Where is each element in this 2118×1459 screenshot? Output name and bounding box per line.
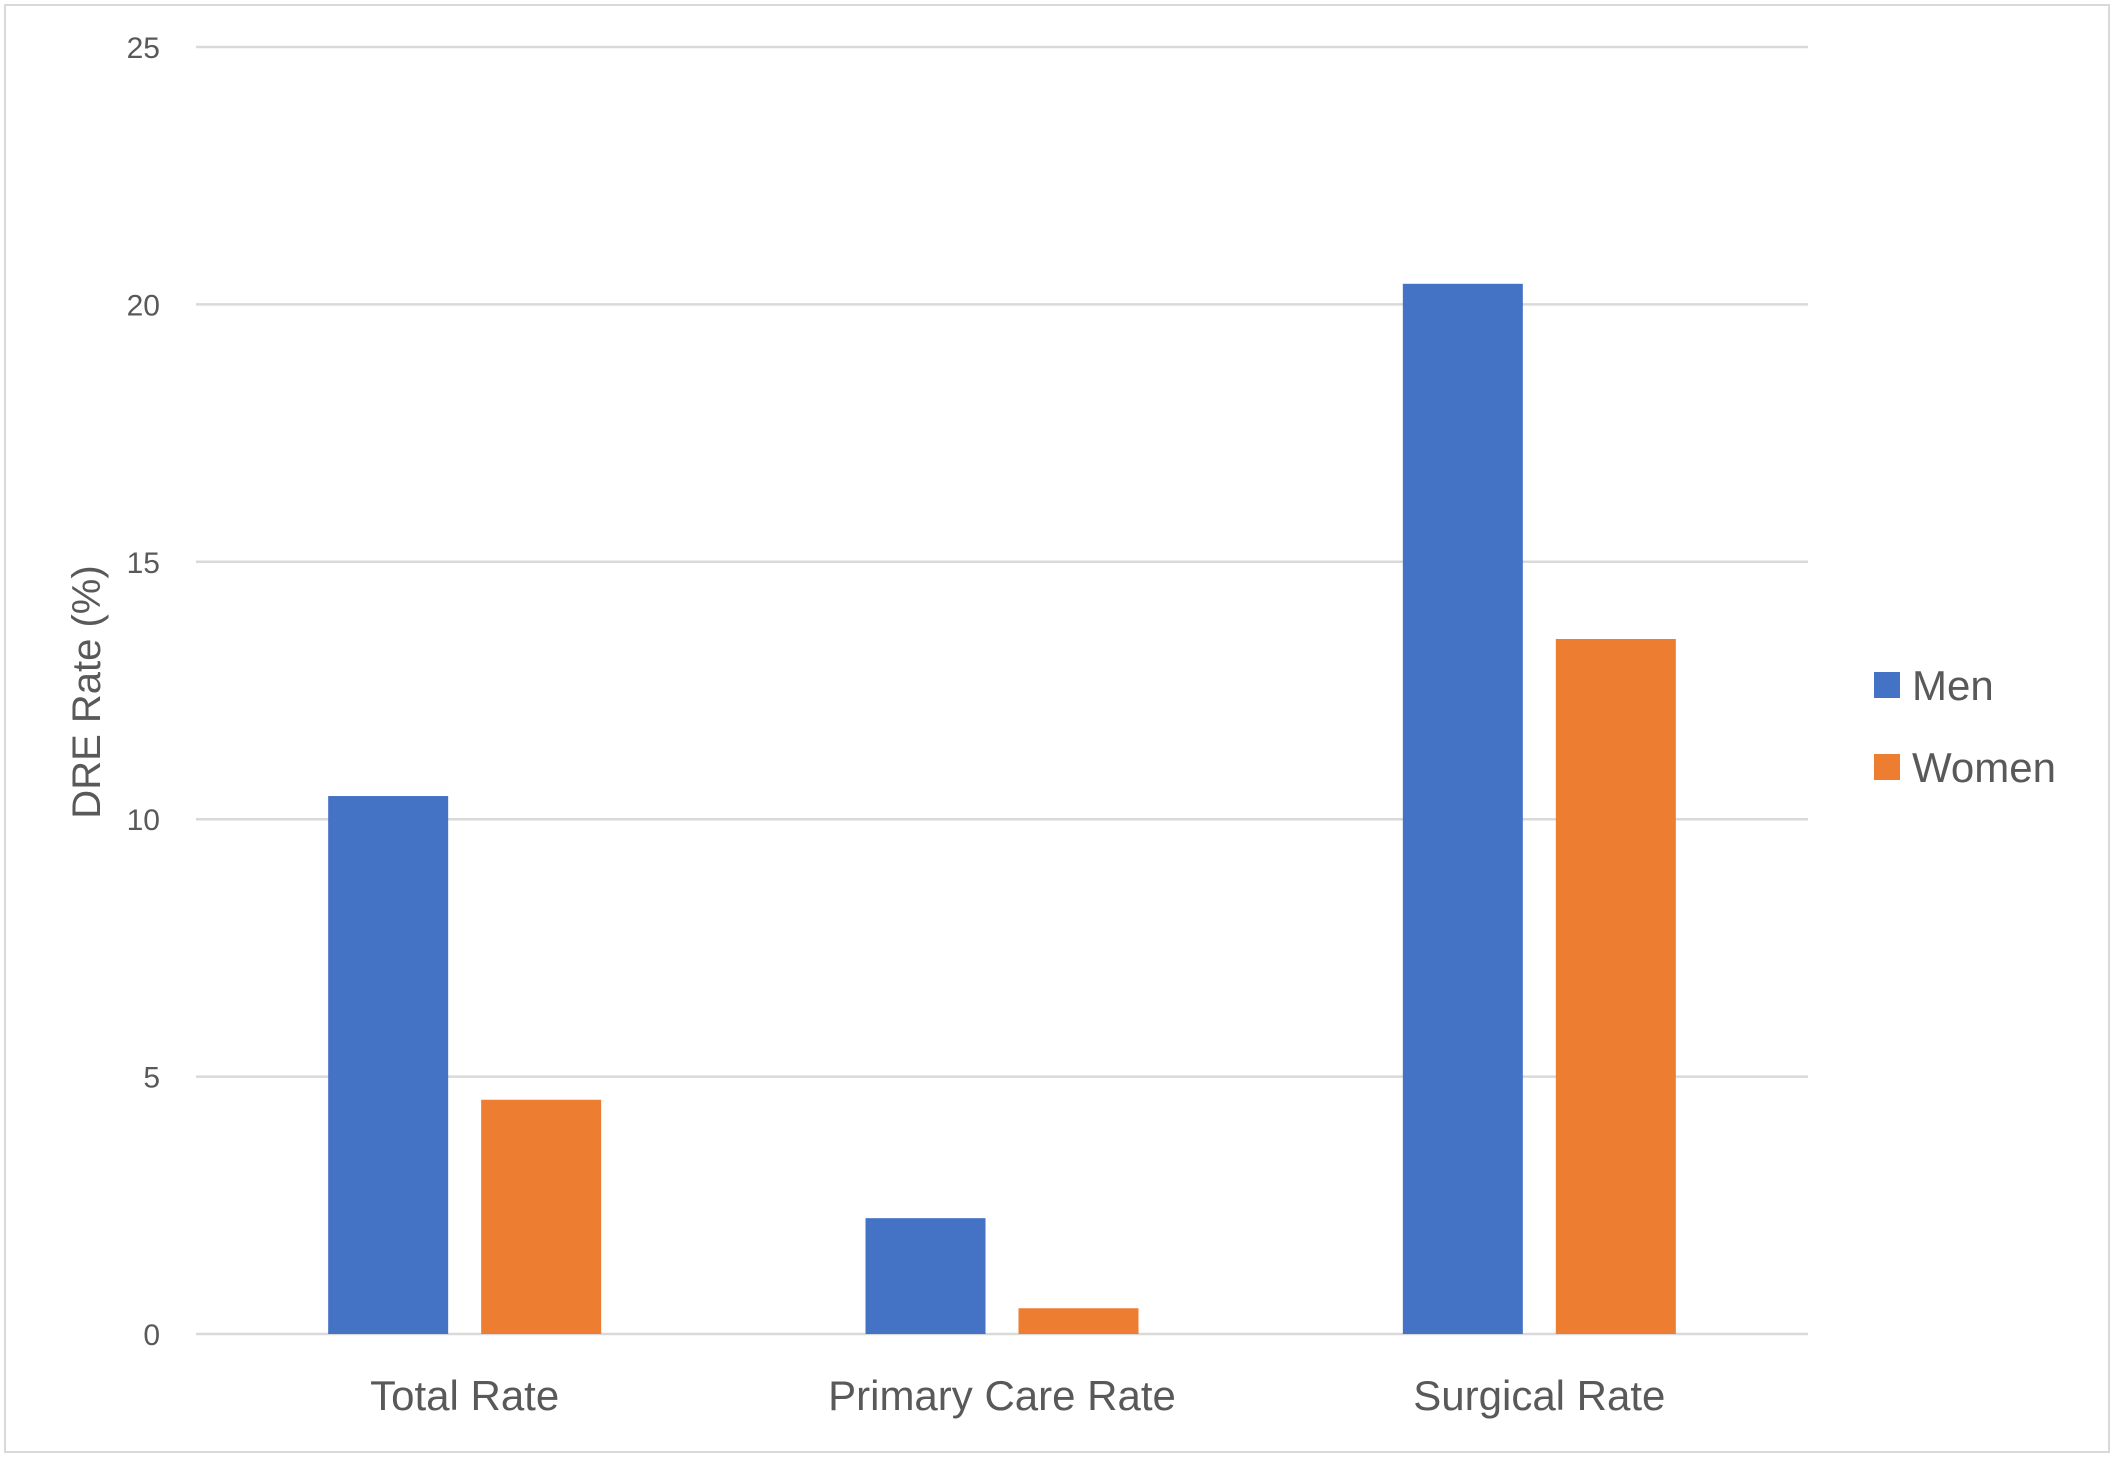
y-tick-label: 20: [127, 289, 160, 322]
bar-women-2: [1018, 1308, 1139, 1334]
y-tick-label: 15: [127, 547, 160, 580]
bar-women-1: [481, 1099, 602, 1334]
gridlines: [196, 45, 1808, 1336]
x-category-label: Primary Care Rate: [828, 1372, 1176, 1419]
bar-men-3: [1402, 283, 1523, 1335]
bar-men-2: [865, 1218, 986, 1334]
bar-men-1: [328, 796, 449, 1334]
x-axis-categories: Total Rate Primary Care Rate Surgical Rate: [370, 1372, 1665, 1419]
y-tick-label: 0: [143, 1319, 160, 1352]
y-tick-label: 10: [127, 804, 160, 837]
y-axis-ticks: 0 5 10 15 20 25: [127, 32, 160, 1352]
legend-swatch-men: [1874, 672, 1900, 698]
y-tick-label: 5: [143, 1062, 160, 1095]
x-category-label: Total Rate: [370, 1372, 559, 1419]
x-category-label: Surgical Rate: [1413, 1372, 1665, 1419]
bar-women-3: [1555, 639, 1676, 1334]
legend-label-women: Women: [1912, 744, 2056, 791]
bars: [328, 283, 1676, 1335]
y-tick-label: 25: [127, 32, 160, 65]
legend-label-men: Men: [1912, 662, 1994, 709]
legend: Men Women: [1874, 662, 2056, 791]
y-axis-title: DRE Rate (%): [65, 565, 109, 818]
legend-swatch-women: [1874, 754, 1900, 780]
